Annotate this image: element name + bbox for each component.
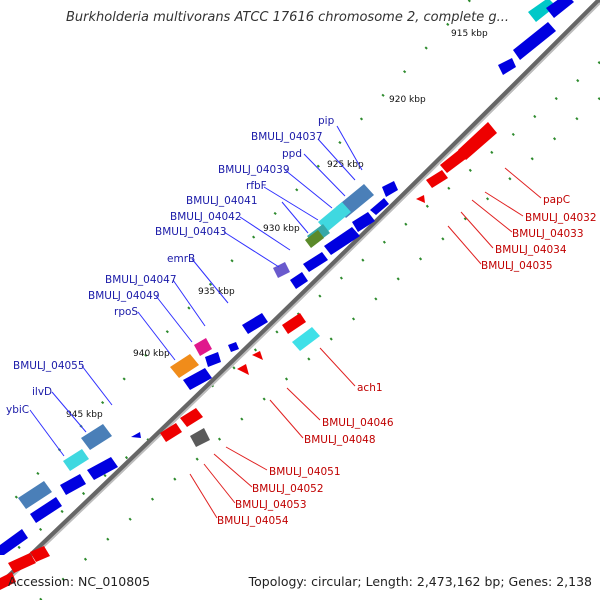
kbp-ruler: 915 kbp 920 kbp 925 kbp 930 kbp 935 kbp … xyxy=(66,29,488,420)
gene-arrow[interactable] xyxy=(513,22,556,60)
gene-arrow[interactable] xyxy=(498,58,516,75)
gene-label[interactable]: BMULJ_04043 xyxy=(155,226,227,238)
gene-label[interactable]: ppd xyxy=(282,148,302,160)
gene-arrow[interactable] xyxy=(180,408,203,427)
gene-arrow[interactable] xyxy=(440,149,467,173)
gc-track-ruler xyxy=(0,0,471,516)
gene-arrow[interactable] xyxy=(252,351,263,360)
gene-block[interactable] xyxy=(63,449,89,471)
gene-arrow[interactable] xyxy=(8,553,36,573)
gene-arrow[interactable] xyxy=(30,546,50,562)
gene-arrow[interactable] xyxy=(370,198,389,215)
plus-strand-outer-genes xyxy=(18,184,374,509)
gene-label[interactable]: rfbF xyxy=(246,180,267,192)
gene-arrow[interactable] xyxy=(528,0,556,22)
gene-arrow[interactable] xyxy=(131,432,141,438)
gene-block[interactable] xyxy=(190,428,210,447)
gene-arrow[interactable] xyxy=(228,342,239,352)
plus-strand-genes xyxy=(0,0,574,555)
minus-label-leaders xyxy=(189,167,542,519)
gene-arrow[interactable] xyxy=(303,252,328,272)
gene-label[interactable]: ilvD xyxy=(32,386,52,398)
gene-label[interactable]: papC xyxy=(543,194,570,206)
gene-label[interactable]: BMULJ_04041 xyxy=(186,195,258,207)
gene-block[interactable] xyxy=(305,230,324,248)
gene-label[interactable]: BMULJ_04054 xyxy=(217,515,289,527)
gene-label[interactable]: BMULJ_04051 xyxy=(269,466,341,478)
gene-label[interactable]: BMULJ_04035 xyxy=(481,260,553,272)
gene-label[interactable]: BMULJ_04052 xyxy=(252,483,324,495)
genome-summary-text: Topology: circular; Length: 2,473,162 bp… xyxy=(248,574,592,589)
gene-label[interactable]: pip xyxy=(318,115,335,127)
gc-track-inner xyxy=(39,97,600,600)
kbp-tick-label: 945 kbp xyxy=(66,410,103,420)
gene-block[interactable] xyxy=(292,327,320,351)
gene-label[interactable]: ach1 xyxy=(357,382,383,394)
gene-arrow[interactable] xyxy=(382,181,398,197)
gene-block[interactable] xyxy=(170,354,199,378)
gene-arrow[interactable] xyxy=(416,195,425,203)
gene-arrow[interactable] xyxy=(282,313,306,334)
gene-arrow[interactable] xyxy=(0,572,16,590)
gene-label[interactable]: BMULJ_04042 xyxy=(170,211,242,223)
plus-strand-labels: pip BMULJ_04037 ppd BMULJ_04039 rfbF BMU… xyxy=(6,115,335,416)
gene-arrow[interactable] xyxy=(0,529,28,555)
gene-label[interactable]: BMULJ_04039 xyxy=(218,164,290,176)
minus-strand-genes xyxy=(0,122,497,590)
kbp-tick-label: 920 kbp xyxy=(389,95,426,105)
gene-label[interactable]: BMULJ_04053 xyxy=(235,499,307,511)
gene-label[interactable]: BMULJ_04032 xyxy=(525,212,597,224)
gene-label[interactable]: BMULJ_04048 xyxy=(304,434,376,446)
gene-block[interactable] xyxy=(318,202,351,232)
gene-block[interactable] xyxy=(194,338,212,356)
gene-arrow[interactable] xyxy=(205,352,221,367)
gene-arrow[interactable] xyxy=(546,0,574,18)
gene-label[interactable]: ybiC xyxy=(6,404,29,416)
gene-label[interactable]: emrB xyxy=(167,253,195,265)
map-title: Burkholderia multivorans ATCC 17616 chro… xyxy=(66,10,509,25)
gene-arrow[interactable] xyxy=(458,122,497,160)
gene-label[interactable]: BMULJ_04055 xyxy=(13,360,85,372)
gene-block[interactable] xyxy=(81,424,112,450)
gene-label[interactable]: BMULJ_04049 xyxy=(88,290,160,302)
kbp-tick-label: 930 kbp xyxy=(263,224,300,234)
accession-text: Accession: NC_010805 xyxy=(8,574,150,589)
gene-label[interactable]: BMULJ_04047 xyxy=(105,274,177,286)
gene-block[interactable] xyxy=(18,481,52,509)
gene-arrow[interactable] xyxy=(237,364,249,375)
gene-label[interactable]: BMULJ_04046 xyxy=(322,417,394,429)
gene-arrow[interactable] xyxy=(30,497,62,523)
kbp-tick-label: 940 kbp xyxy=(133,349,170,359)
gene-arrow[interactable] xyxy=(87,457,118,480)
gene-arrow[interactable] xyxy=(183,368,212,390)
kbp-tick-label: 935 kbp xyxy=(198,287,235,297)
gene-label[interactable]: BMULJ_04037 xyxy=(251,131,323,143)
gene-arrow[interactable] xyxy=(426,170,448,188)
gene-arrow[interactable] xyxy=(290,272,308,289)
gene-arrow[interactable] xyxy=(242,313,268,334)
gene-label[interactable]: BMULJ_04033 xyxy=(512,228,584,240)
gene-arrow[interactable] xyxy=(324,227,360,255)
gene-arrow[interactable] xyxy=(60,474,86,495)
minus-strand-labels: papC BMULJ_04032 BMULJ_04033 BMULJ_04034… xyxy=(217,194,597,527)
gene-arrow[interactable] xyxy=(352,212,375,232)
gene-arrow[interactable] xyxy=(160,423,182,442)
gene-label[interactable]: BMULJ_04034 xyxy=(495,244,567,256)
plus-label-leaders xyxy=(29,125,363,457)
gene-label[interactable]: rpoS xyxy=(114,306,138,318)
kbp-tick-label: 925 kbp xyxy=(327,160,364,170)
kbp-tick-label: 915 kbp xyxy=(451,29,488,39)
